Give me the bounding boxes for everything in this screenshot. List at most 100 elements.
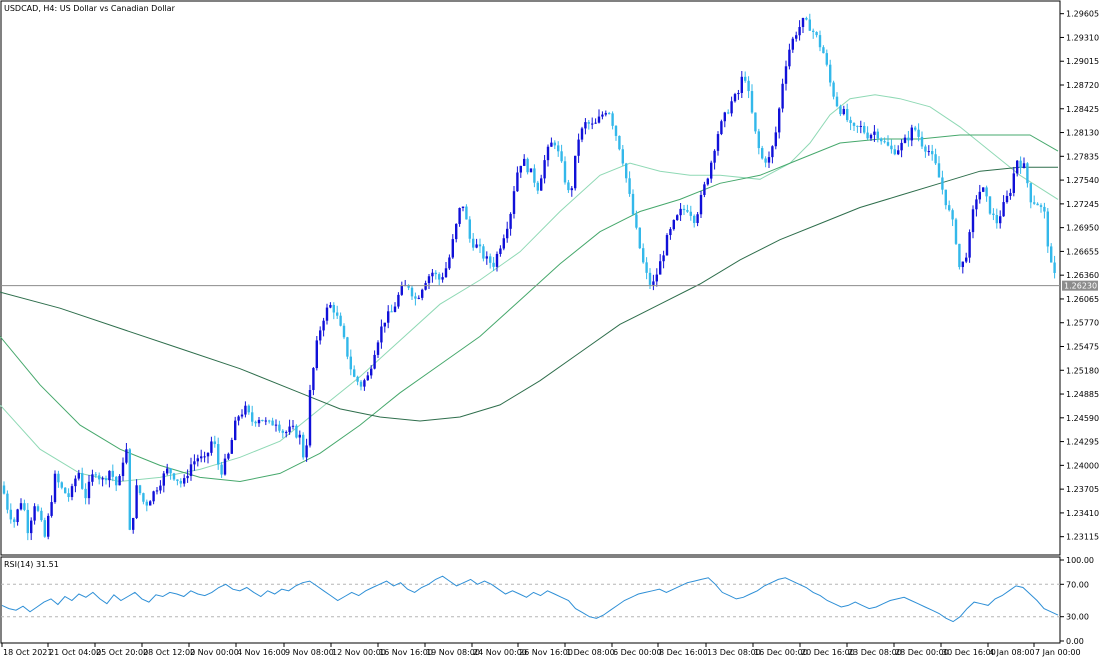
candle-body — [863, 125, 866, 133]
price-tick-label: 1.24590 — [1066, 414, 1099, 423]
candle-body — [342, 325, 346, 338]
candle-body — [574, 155, 577, 189]
candle-body — [448, 257, 451, 269]
candle-body — [900, 142, 903, 151]
candle-body — [825, 53, 828, 65]
candle-body — [584, 122, 587, 129]
candle-body — [1050, 246, 1053, 263]
candle-body — [319, 330, 322, 341]
candle-body — [917, 129, 920, 137]
rsi-title: RSI(14) 31.51 — [4, 560, 59, 569]
candle-body — [356, 376, 359, 382]
candle-body — [988, 196, 992, 214]
candle-body — [669, 229, 672, 236]
candle-body — [339, 315, 342, 326]
candle-body — [417, 297, 420, 299]
price-tick-label: 1.23115 — [1066, 533, 1099, 542]
price-tick-label: 1.29605 — [1066, 10, 1099, 19]
candle-body — [934, 154, 937, 164]
candle-body — [944, 189, 947, 206]
time-tick-label: 1 Dec 08:00 — [566, 648, 615, 657]
candle-body — [781, 83, 784, 109]
candle-body — [118, 476, 121, 486]
candle-body — [492, 262, 495, 267]
candle-body — [846, 108, 849, 121]
candle-body — [553, 142, 556, 146]
candle-body — [618, 135, 621, 150]
candle-body — [812, 30, 815, 32]
candle-body — [1036, 203, 1039, 206]
candle-body — [954, 219, 958, 244]
candle-body — [203, 456, 206, 458]
candle-body — [322, 320, 325, 331]
candle-body — [380, 326, 383, 343]
candle-body — [713, 150, 716, 163]
candle-body — [652, 281, 655, 285]
candle-body — [1019, 160, 1022, 169]
candle-body — [784, 66, 788, 84]
candle-body — [346, 337, 349, 357]
candle-body — [50, 502, 53, 516]
candle-body — [594, 122, 597, 124]
candle-body — [291, 425, 295, 427]
candle-body — [682, 208, 686, 211]
candle-body — [540, 178, 543, 191]
candle-body — [77, 473, 80, 479]
candle-body — [696, 214, 699, 224]
candle-body — [727, 112, 730, 114]
candle-body — [686, 210, 689, 212]
candle-body — [132, 517, 135, 530]
candle-body — [1012, 173, 1015, 193]
candle-body — [961, 261, 964, 268]
time-tick-label: 25 Oct 20:00 — [96, 648, 148, 657]
candle-body — [883, 141, 886, 143]
candle-body — [747, 80, 750, 92]
candle-body — [176, 479, 179, 481]
candle-body — [672, 220, 675, 230]
candle-body — [169, 468, 172, 474]
time-tick-label: 16 Nov 16:00 — [379, 648, 433, 657]
candle-body — [274, 424, 278, 426]
rsi-tick-label: 100.00 — [1066, 556, 1094, 565]
candle-body — [795, 35, 798, 39]
time-tick-label: 2 Nov 00:00 — [190, 648, 239, 657]
candle-body — [951, 210, 954, 220]
candle-body — [570, 188, 573, 191]
candle-body — [451, 239, 454, 258]
candle-body — [563, 161, 567, 183]
candle-body — [601, 114, 604, 117]
candle-body — [631, 193, 635, 215]
candle-body — [876, 131, 879, 139]
price-tick-label: 1.23705 — [1066, 485, 1099, 494]
candle-body — [366, 375, 369, 381]
candle-body — [543, 160, 546, 179]
candle-body — [220, 464, 223, 475]
candle-body — [159, 485, 162, 491]
candle-body — [608, 113, 611, 115]
candle-body — [278, 424, 281, 431]
candle-body — [329, 304, 332, 308]
candle-body — [1043, 206, 1046, 212]
candle-body — [152, 491, 155, 502]
price-tick-label: 1.26950 — [1066, 224, 1099, 233]
candle-body — [166, 468, 169, 474]
candle-body — [737, 92, 740, 95]
candle-body — [431, 272, 434, 277]
time-tick-label: 18 Oct 2021 — [3, 648, 52, 657]
candle-body — [659, 261, 662, 275]
candle-body — [390, 311, 393, 313]
candle-body — [84, 488, 87, 499]
candle-body — [121, 462, 125, 477]
candle-body — [591, 123, 594, 125]
price-tick-label: 1.25180 — [1066, 366, 1099, 375]
candle-body — [638, 227, 641, 249]
candle-body — [223, 458, 227, 475]
time-tick-label: 12 Nov 00:00 — [332, 648, 386, 657]
price-tick-label: 1.26360 — [1066, 271, 1099, 280]
candle-body — [859, 125, 862, 127]
candle-body — [57, 473, 60, 483]
candles — [2, 13, 1056, 541]
candle-body — [1002, 202, 1005, 217]
candle-body — [108, 470, 111, 481]
candle-body — [516, 172, 519, 192]
